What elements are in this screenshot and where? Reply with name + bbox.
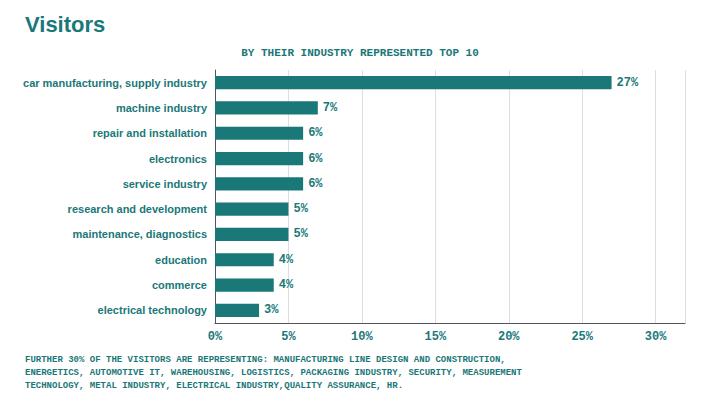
svg-text:service industry: service industry bbox=[123, 178, 208, 190]
svg-text:6%: 6% bbox=[308, 177, 323, 191]
svg-text:6%: 6% bbox=[308, 126, 323, 140]
svg-text:0%: 0% bbox=[208, 330, 223, 344]
svg-text:5%: 5% bbox=[281, 330, 296, 344]
svg-text:Visitors: Visitors bbox=[25, 12, 105, 37]
svg-text:7%: 7% bbox=[323, 101, 338, 115]
svg-text:ENERGETICS, AUTOMOTIVE IT, WAR: ENERGETICS, AUTOMOTIVE IT, WAREHOUSING, … bbox=[25, 368, 522, 378]
svg-text:30%: 30% bbox=[645, 330, 667, 344]
svg-text:electrical technology: electrical technology bbox=[98, 304, 208, 316]
svg-text:commerce: commerce bbox=[152, 279, 207, 291]
svg-text:BY THEIR INDUSTRY REPRESENTED: BY THEIR INDUSTRY REPRESENTED TOP 10 bbox=[241, 47, 479, 59]
svg-text:4%: 4% bbox=[279, 278, 294, 292]
svg-text:5%: 5% bbox=[293, 227, 308, 241]
svg-text:10%: 10% bbox=[351, 330, 373, 344]
svg-text:5%: 5% bbox=[293, 202, 308, 216]
svg-text:research and development: research and development bbox=[68, 203, 208, 215]
svg-text:electronics: electronics bbox=[149, 153, 207, 165]
svg-text:maintenance, diagnostics: maintenance, diagnostics bbox=[73, 228, 207, 240]
svg-text:6%: 6% bbox=[308, 152, 323, 166]
svg-text:3%: 3% bbox=[264, 303, 279, 317]
svg-text:4%: 4% bbox=[279, 253, 294, 267]
svg-text:15%: 15% bbox=[425, 330, 447, 344]
svg-text:machine industry: machine industry bbox=[116, 102, 208, 114]
svg-text:20%: 20% bbox=[498, 330, 520, 344]
svg-text:25%: 25% bbox=[571, 330, 593, 344]
svg-text:27%: 27% bbox=[617, 76, 639, 90]
svg-text:TECHNOLOGY, METAL INDUSTRY, EL: TECHNOLOGY, METAL INDUSTRY, ELECTRICAL I… bbox=[25, 381, 403, 391]
svg-text:FURTHER 30% OF THE VISITORS AR: FURTHER 30% OF THE VISITORS ARE REPRESEN… bbox=[25, 355, 506, 365]
svg-text:car manufacturing, supply indu: car manufacturing, supply industry bbox=[23, 77, 208, 89]
svg-text:repair and installation: repair and installation bbox=[93, 127, 208, 139]
svg-text:education: education bbox=[155, 254, 207, 266]
